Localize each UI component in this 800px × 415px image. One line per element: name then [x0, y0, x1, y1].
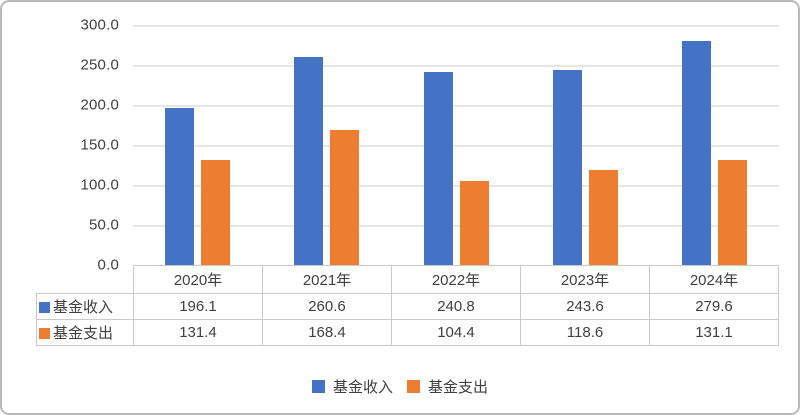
bar-fund-income-2020年 — [165, 108, 194, 265]
y-tick-label: 200.0 — [80, 96, 119, 114]
legend-label-fund-expense: 基金支出 — [428, 378, 489, 396]
gridline — [133, 145, 779, 147]
table-value-fund-income-2024年: 279.6 — [649, 293, 779, 320]
series-name-fund-income: 基金收入 — [53, 299, 114, 316]
legend-item-fund-income: 基金收入 — [311, 376, 393, 397]
y-tick-label: 300.0 — [80, 16, 119, 34]
bar-fund-expense-2023年 — [589, 170, 618, 265]
gridline — [133, 105, 779, 107]
table-header-year: 2021年 — [262, 265, 392, 294]
gridlines — [133, 25, 779, 265]
bar-fund-expense-2020年 — [201, 160, 230, 265]
table-header-year: 2024年 — [649, 265, 779, 294]
table-corner-cell — [37, 266, 134, 294]
bars-layer — [133, 25, 779, 265]
gridline — [133, 25, 779, 27]
table-value-fund-income-2020年: 196.1 — [133, 293, 263, 320]
table-value-fund-expense-2020年: 131.4 — [133, 319, 263, 346]
gridline — [133, 65, 779, 67]
y-tick-label: 0.0 — [97, 256, 119, 274]
table-row-fund-expense: 基金支出 131.4 168.4 104.4 118.6 131.1 — [36, 319, 779, 346]
table-value-fund-expense-2021年: 168.4 — [262, 319, 392, 346]
bar-fund-expense-2021年 — [330, 130, 359, 265]
data-table: 2020年 2021年 2022年 2023年 2024年 基金收入 196.1 260.6 2… — [36, 265, 779, 346]
data-table-body: 2020年 2021年 2022年 2023年 2024年 基金收入 196.1 260.6 2… — [36, 265, 779, 346]
table-value-fund-income-2023年: 243.6 — [520, 293, 650, 320]
table-header-row: 2020年 2021年 2022年 2023年 2024年 — [37, 265, 779, 294]
table-header-year: 2022年 — [391, 265, 521, 294]
table-value-fund-income-2021年: 260.6 — [262, 293, 392, 320]
bar-fund-income-2024年 — [682, 41, 711, 265]
bar-fund-expense-2024年 — [718, 160, 747, 265]
gridline — [133, 185, 779, 187]
legend: 基金收入 基金支出 — [2, 375, 798, 397]
series-name-fund-expense: 基金支出 — [53, 325, 114, 342]
series-key-square-fund-expense — [39, 328, 50, 339]
bar-fund-income-2023年 — [553, 70, 582, 265]
table-value-fund-expense-2022年: 104.4 — [391, 319, 521, 346]
bar-fund-income-2021年 — [294, 57, 323, 265]
table-value-fund-income-2022年: 240.8 — [391, 293, 521, 320]
table-value-fund-expense-2024年: 131.1 — [649, 319, 779, 346]
bar-fund-income-2022年 — [424, 72, 453, 265]
table-row-label-fund-income: 基金收入 — [36, 293, 134, 320]
legend-swatch-fund-expense — [407, 379, 420, 393]
legend-label-fund-income: 基金收入 — [332, 378, 393, 396]
table-header-year: 2020年 — [133, 265, 263, 294]
series-key-square-fund-income — [39, 302, 50, 313]
table-row-label-fund-expense: 基金支出 — [36, 319, 134, 346]
table-row-fund-income: 基金收入 196.1 260.6 240.8 243.6 279.6 — [36, 293, 779, 320]
y-tick-label: 150.0 — [80, 136, 119, 154]
bar-fund-expense-2022年 — [460, 181, 489, 265]
legend-item-fund-expense: 基金支出 — [407, 376, 488, 397]
y-tick-label: 100.0 — [80, 176, 119, 194]
y-tick-label: 50.0 — [89, 216, 119, 234]
table-header-year: 2023年 — [520, 265, 650, 294]
legend-swatch-fund-income — [311, 379, 325, 393]
gridline — [133, 225, 779, 227]
table-value-fund-expense-2023年: 118.6 — [520, 319, 650, 346]
y-tick-label: 250.0 — [80, 56, 119, 74]
